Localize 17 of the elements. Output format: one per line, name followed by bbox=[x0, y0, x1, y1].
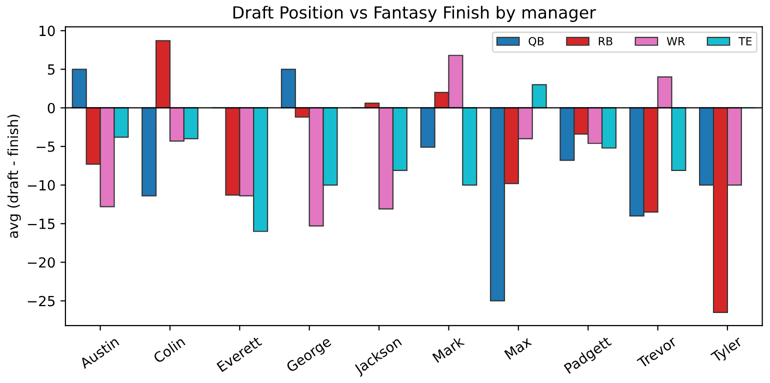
chart-title: Draft Position vs Fantasy Finish by manager bbox=[233, 6, 596, 22]
y-axis-title: avg (draft - finish) bbox=[7, 114, 21, 238]
legend-label: QB bbox=[528, 37, 544, 47]
y-tick-label: 10 bbox=[40, 26, 55, 36]
y-tick-label: 0 bbox=[48, 102, 55, 114]
y-tick-label: −5 bbox=[36, 142, 55, 152]
y-tick-label: 5 bbox=[48, 64, 55, 75]
x-tick-label: Colin bbox=[152, 336, 186, 364]
legend-label: TE bbox=[738, 37, 752, 46]
x-tick-label: Max bbox=[504, 336, 532, 360]
legend-label: WR bbox=[666, 37, 685, 46]
y-tick-label: −15 bbox=[28, 218, 55, 230]
x-tick-label: Tyler bbox=[710, 335, 745, 366]
y-tick-label: −25 bbox=[28, 296, 55, 306]
y-tick-label: −10 bbox=[28, 180, 55, 191]
y-tick-label: −20 bbox=[28, 257, 55, 268]
legend-label: RB bbox=[598, 37, 612, 46]
